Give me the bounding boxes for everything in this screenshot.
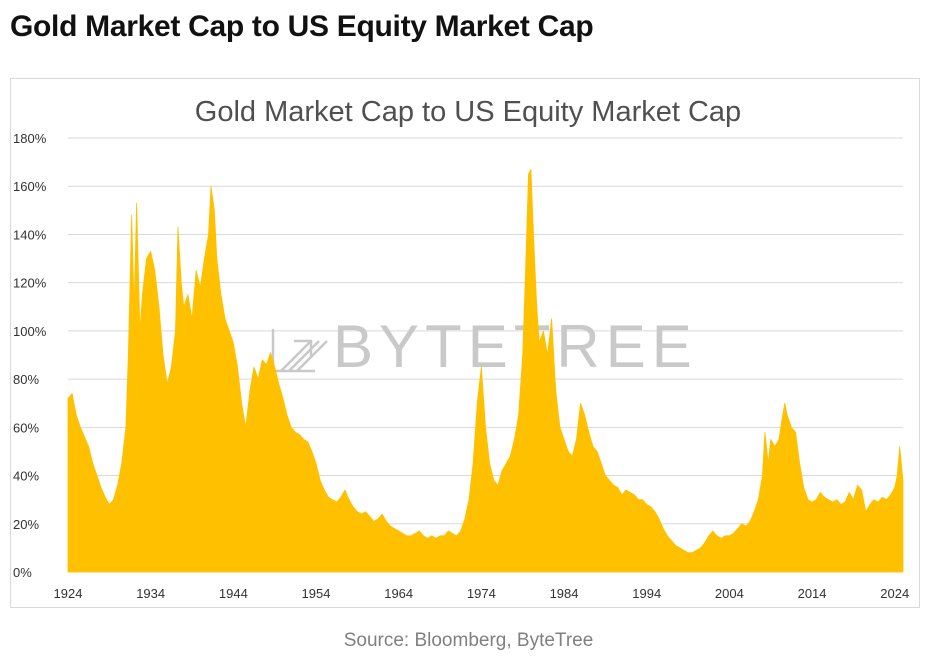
x-tick-label: 2024 xyxy=(880,586,909,601)
chart-title: Gold Market Cap to US Equity Market Cap xyxy=(195,96,741,128)
y-tick-label: 140% xyxy=(13,227,47,242)
x-tick-label: 2004 xyxy=(715,586,744,601)
x-tick-label: 1964 xyxy=(384,586,413,601)
y-tick-label: 20% xyxy=(13,517,39,532)
y-tick-label: 60% xyxy=(13,420,39,435)
chart-frame: BYTETREE 0% 20% 40% 60% 80% 100% 120% 140% 160% 1… xyxy=(10,78,920,608)
chart-svg: BYTETREE 0% 20% 40% 60% 80% 100% 120% 140% 160% 1… xyxy=(13,96,910,601)
x-tick-label: 1984 xyxy=(550,586,579,601)
y-tick-label: 40% xyxy=(13,469,39,484)
y-tick-label: 0% xyxy=(13,565,32,580)
y-tick-label: 100% xyxy=(13,324,47,339)
bytetree-logo-icon xyxy=(271,329,328,373)
y-tick-label: 180% xyxy=(13,131,47,146)
y-tick-label: 80% xyxy=(13,372,39,387)
bytetree-watermark: BYTETREE xyxy=(271,313,698,380)
watermark-text: BYTETREE xyxy=(333,313,698,380)
y-tick-label: 120% xyxy=(13,276,47,291)
y-tick-label: 160% xyxy=(13,179,47,194)
x-tick-label: 1974 xyxy=(467,586,496,601)
gold-ratio-area xyxy=(67,168,904,573)
x-tick-label: 2014 xyxy=(798,586,827,601)
page-heading: Gold Market Cap to US Equity Market Cap xyxy=(10,10,594,43)
x-axis-ticks: 1924 1934 1944 1954 1964 1974 1984 1994 2004 2014… xyxy=(54,586,910,601)
x-tick-label: 1934 xyxy=(136,586,165,601)
source-caption: Source: Bloomberg, ByteTree xyxy=(343,630,594,651)
x-tick-label: 1994 xyxy=(632,586,661,601)
x-tick-label: 1954 xyxy=(302,586,331,601)
x-tick-label: 1944 xyxy=(219,586,248,601)
x-tick-label: 1924 xyxy=(54,586,83,601)
y-axis-ticks: 0% 20% 40% 60% 80% 100% 120% 140% 160% 180% xyxy=(13,131,47,580)
